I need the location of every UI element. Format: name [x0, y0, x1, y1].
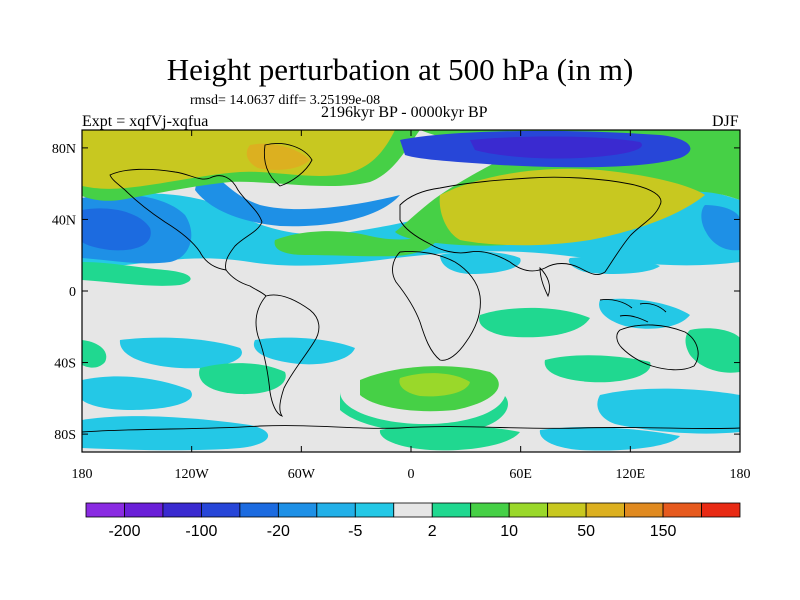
south-indian-lightgreen-ring [340, 392, 508, 434]
colorbar: -200 -100 -20 -5 2 10 50 150 [85, 502, 741, 540]
south-america-coast [255, 294, 320, 417]
south-pacific-lightgreen-w [544, 355, 651, 383]
south-pacific-cyan [119, 337, 242, 369]
southern-lightgreen-big [199, 363, 286, 395]
lon-tick-label: 60W [288, 467, 316, 482]
subtropical-cyan-2 [568, 256, 660, 274]
colorbar-label: 2 [428, 523, 437, 540]
colorbar-swatch [124, 502, 164, 518]
colorbar-label: 50 [577, 523, 595, 540]
colorbar-swatch [239, 502, 279, 518]
lat-tick-label: 40N [52, 213, 76, 228]
arctic-olive-core [82, 130, 395, 189]
lon-tick-label: 180 [730, 467, 751, 482]
pacific-east-core [701, 205, 740, 251]
colorbar-swatch [701, 502, 741, 518]
atlantic-blue-tongue [195, 165, 400, 227]
experiment-label: Expt = xqfVj-xqfua [82, 113, 209, 130]
antarctic-lightgreen [379, 424, 520, 451]
greenland-gold [246, 143, 310, 170]
pacific-low-core [82, 208, 151, 251]
lat-tick-label: 0 [69, 285, 76, 300]
siberia-indigo-core [470, 136, 642, 159]
colorbar-swatch [85, 502, 125, 518]
north-atlantic-green [274, 231, 440, 257]
antarctic-cyan-e [539, 427, 680, 451]
lat-tick-label: 80N [52, 142, 76, 157]
colorbar-swatch [393, 502, 433, 518]
colorbar-swatch [431, 502, 472, 518]
colorbar-swatch [316, 502, 356, 518]
colorbar-swatch [547, 502, 587, 518]
eurasia-coast [399, 176, 662, 275]
north-america-coast [109, 168, 263, 271]
lon-tick-label: 60E [509, 467, 532, 482]
lon-tick-label: 120E [616, 467, 646, 482]
colorbar-label: -5 [348, 523, 362, 540]
axis-ticks: 80N 40N 0 40S 80S 180 120W 60W 0 60E 120E 180 [52, 130, 751, 482]
lat-tick-label: 80S [54, 428, 76, 443]
colorbar-label: -200 [108, 523, 140, 540]
south-atlantic-lightgreen [479, 307, 590, 338]
season-label: DJF [712, 113, 739, 130]
lon-tick-label: 0 [408, 467, 415, 482]
central-america-coast [225, 269, 267, 297]
stats-line: rmsd= 14.0637 diff= 3.25199e-08 [190, 93, 381, 108]
south-atlantic-cyan [253, 337, 355, 365]
lat-tick-label: 40S [54, 357, 76, 372]
west-edge-lightgreen [82, 340, 107, 368]
antarctica-coast [82, 425, 740, 433]
height-field [82, 130, 740, 452]
indian-ocean-cyan [599, 298, 690, 329]
colorbar-label: 150 [650, 523, 677, 540]
colorbar-swatch [585, 502, 625, 518]
colorbar-swatch [662, 502, 702, 518]
colorbar-label: 10 [500, 523, 518, 540]
colorbar-swatch [277, 502, 318, 518]
coastlines [82, 143, 740, 433]
southern-cyan-west [82, 376, 192, 410]
colorbar-swatch [508, 502, 549, 518]
south-indian-yellowgreen [399, 373, 470, 397]
colorbar-swatch [162, 502, 202, 518]
antarctic-cyan-w [82, 416, 269, 451]
australia-coast [616, 324, 699, 371]
india-coast [539, 266, 551, 298]
greenland-coast [263, 143, 313, 187]
colorbar-swatch [470, 502, 510, 518]
colorbar-label: -20 [267, 523, 290, 540]
southern-cyan-east [597, 388, 740, 434]
lon-tick-label: 120W [175, 467, 210, 482]
south-pacific-lightgreen-e [685, 328, 740, 373]
plot-title: Height perturbation at 500 hPa (in m) [166, 52, 634, 87]
period-label: 2196kyr BP - 0000kyr BP [321, 104, 488, 121]
colorbar-label: -100 [185, 523, 217, 540]
colorbar-swatch [624, 502, 664, 518]
lon-tick-label: 180 [72, 467, 93, 482]
colorbar-swatch [201, 502, 241, 518]
africa-coast [392, 251, 481, 361]
maritime-continent-coast [599, 299, 667, 323]
central-pacific-lightgreen [82, 262, 191, 286]
eurasia-olive-core [439, 168, 705, 246]
colorbar-swatch [354, 502, 395, 518]
